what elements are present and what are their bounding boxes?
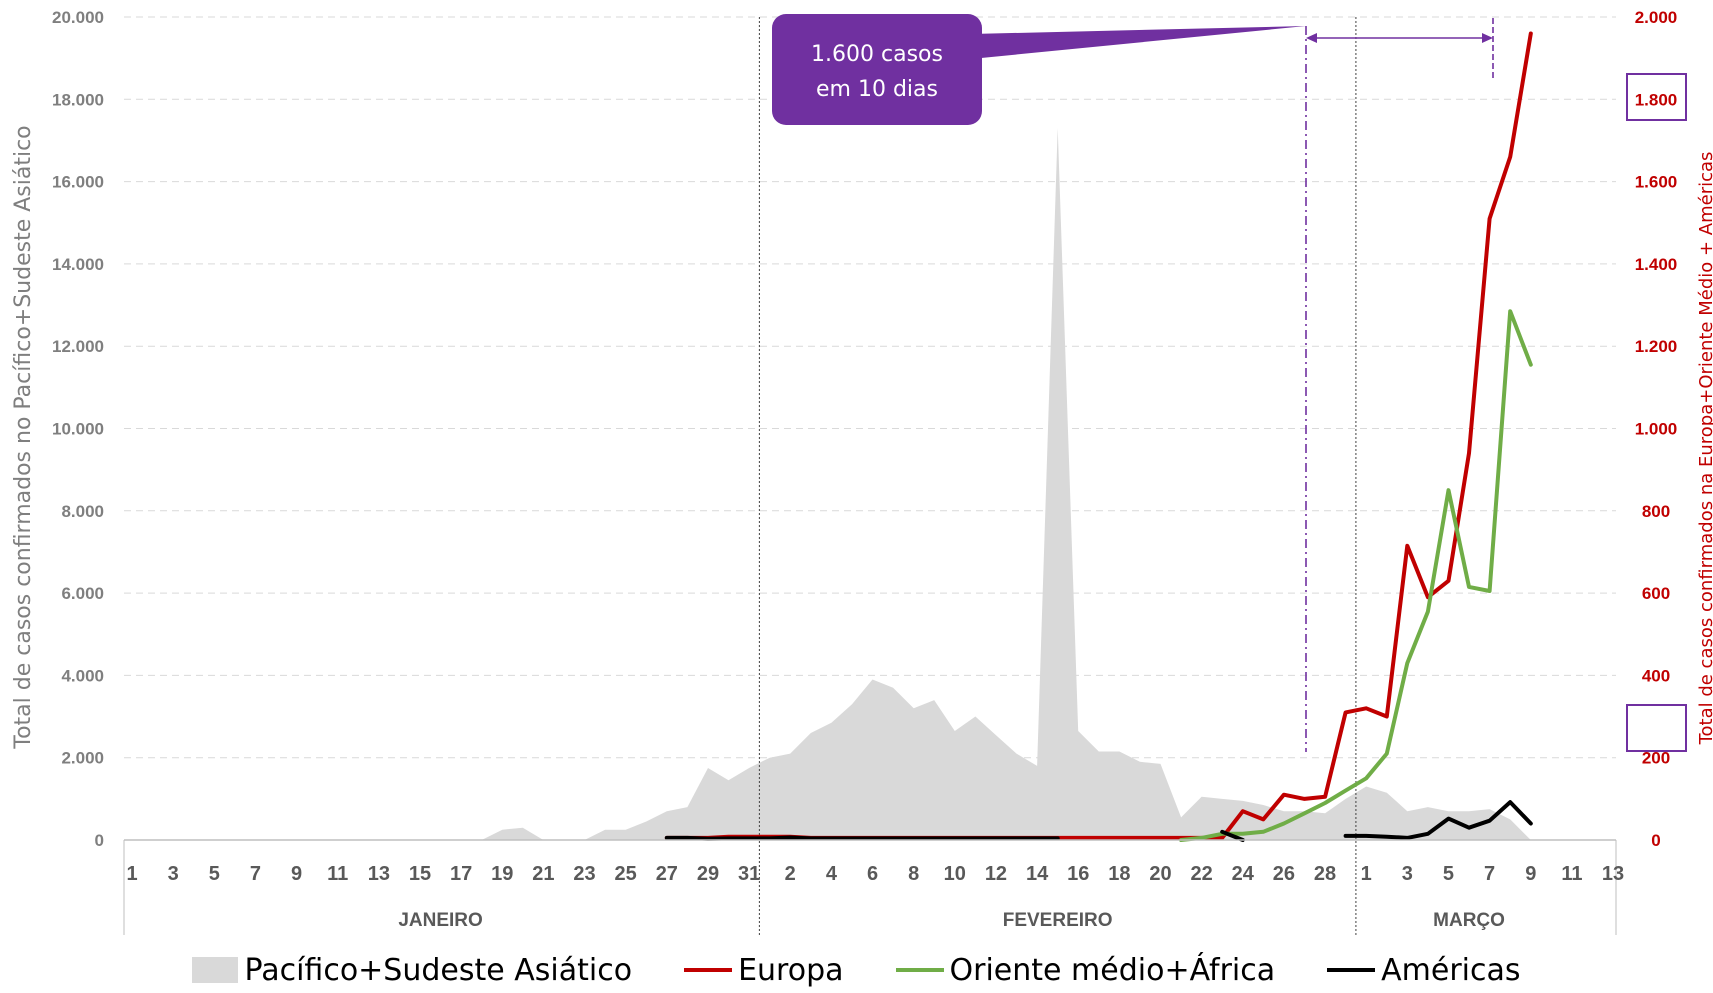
y-axis-right-title: Total de casos confirmados na Europa+Ori… xyxy=(1696,152,1713,746)
y-right-tick-label: 400 xyxy=(1642,666,1670,685)
x-tick-label: 20 xyxy=(1149,863,1171,885)
legend-label: Américas xyxy=(1381,952,1521,988)
x-tick-label: 27 xyxy=(656,863,678,885)
y-right-tick-label: 200 xyxy=(1642,749,1670,768)
x-tick-label: 14 xyxy=(1026,863,1049,885)
series-line-americas xyxy=(664,800,1533,842)
x-tick-label: 7 xyxy=(250,863,261,885)
x-axis: 1 3 5 7 9 11 13 15 17 19 21 23 25 27 29 31 2 4 6 8 10 12 14 16 1… xyxy=(123,839,1624,935)
legend-swatch-line xyxy=(1327,968,1376,972)
chart-canvas: 02.0004.0006.0008.00010.00012.00014.0001… xyxy=(11,8,1713,935)
x-tick-label: 21 xyxy=(532,863,554,885)
y-right-tick-label: 1.800 xyxy=(1635,90,1678,109)
y-axis-left-title: Total de casos confirmados no Pacífico+S… xyxy=(11,125,36,749)
callout-pointer xyxy=(930,26,1306,63)
month-separators xyxy=(758,17,1357,935)
x-tick-label: 28 xyxy=(1314,863,1336,885)
y-right-tick-label: 1.000 xyxy=(1635,420,1678,439)
series-area-pacifico xyxy=(481,128,1531,841)
y-axis-left-ticks: 0 2.000 4.000 6.000 8.000 10.000 12.000 14.000 1… xyxy=(52,8,104,850)
x-tick-label: 7 xyxy=(1484,863,1495,885)
y-right-tick-label: 0 xyxy=(1651,831,1660,850)
y-left-tick-label: 20.000 xyxy=(52,8,104,27)
x-tick-label: 4 xyxy=(826,863,838,885)
legend-item-europa: Europa xyxy=(684,952,844,988)
y-left-tick-label: 6.000 xyxy=(61,584,104,603)
y-right-tick-label: 600 xyxy=(1642,584,1670,603)
x-tick-label: 2 xyxy=(785,863,796,885)
x-tick-label: 25 xyxy=(615,863,637,885)
x-tick-label: 10 xyxy=(944,863,966,885)
area-series xyxy=(481,128,1531,841)
x-tick-label: 26 xyxy=(1273,863,1295,885)
x-tick-label: 17 xyxy=(450,863,472,885)
y-left-tick-label: 16.000 xyxy=(52,173,104,192)
callout-text-line1: 1.600 casos xyxy=(811,42,943,67)
y-left-tick-label: 2.000 xyxy=(61,749,104,768)
legend: Pacífico+Sudeste Asiático Europa Oriente… xyxy=(0,950,1713,990)
x-tick-label: 12 xyxy=(985,863,1007,885)
x-tick-label: 5 xyxy=(1443,863,1454,885)
x-tick-label: 3 xyxy=(1402,863,1413,885)
callout-arrowhead-left xyxy=(1306,33,1317,43)
highlight-boxes xyxy=(1626,73,1687,752)
y-left-tick-label: 8.000 xyxy=(61,502,104,521)
x-tick-label: 9 xyxy=(291,863,302,885)
x-tick-label: 22 xyxy=(1191,863,1213,885)
legend-swatch-line xyxy=(895,968,944,972)
x-tick-label: 1 xyxy=(126,863,137,885)
callout-annotation: 1.600 casos em 10 dias xyxy=(772,14,1494,752)
x-tick-label: 9 xyxy=(1525,863,1536,885)
x-tick-label: 23 xyxy=(573,863,595,885)
callout-box xyxy=(772,14,982,125)
x-month-label: JANEIRO xyxy=(398,910,482,931)
legend-label: Oriente médio+África xyxy=(949,952,1276,988)
x-tick-label: 13 xyxy=(368,863,390,885)
y-left-tick-label: 10.000 xyxy=(52,420,104,439)
x-tick-label: 24 xyxy=(1232,863,1255,885)
x-tick-label: 13 xyxy=(1602,863,1624,885)
x-tick-label: 3 xyxy=(168,863,179,885)
series-line-europa xyxy=(664,31,1533,840)
y-left-tick-label: 18.000 xyxy=(52,90,104,109)
y-left-tick-label: 0 xyxy=(95,831,104,850)
x-tick-label: 8 xyxy=(908,863,919,885)
highlight-box-1800 xyxy=(1626,73,1687,121)
x-tick-label: 29 xyxy=(697,863,719,885)
y-right-tick-label: 1.600 xyxy=(1635,173,1678,192)
y-right-tick-label: 1.200 xyxy=(1635,337,1678,356)
y-left-tick-label: 12.000 xyxy=(52,337,104,356)
x-tick-label: 1 xyxy=(1361,863,1372,885)
highlight-box-200 xyxy=(1626,704,1687,752)
y-axis-right-ticks: 0 200 400 600 800 1.000 1.200 1.400 1.600 1.800 2.… xyxy=(1635,8,1678,850)
y-right-tick-label: 800 xyxy=(1642,502,1670,521)
series-line-oriente-medio xyxy=(1179,309,1533,842)
callout-text-line2: em 10 dias xyxy=(816,77,938,102)
x-tick-label: 6 xyxy=(867,863,878,885)
x-tick-label: 16 xyxy=(1067,863,1089,885)
legend-item-oriente-medio: Oriente médio+África xyxy=(895,952,1276,988)
y-right-tick-label: 2.000 xyxy=(1635,8,1678,27)
x-tick-label: 31 xyxy=(738,863,760,885)
y-left-tick-label: 14.000 xyxy=(52,255,104,274)
x-tick-label: 18 xyxy=(1108,863,1130,885)
y-left-tick-label: 4.000 xyxy=(61,666,104,685)
legend-label: Pacífico+Sudeste Asiático xyxy=(244,952,633,988)
legend-item-pacifico: Pacífico+Sudeste Asiático xyxy=(192,953,632,988)
x-tick-label: 15 xyxy=(409,863,431,885)
line-series xyxy=(664,31,1533,842)
legend-swatch-area xyxy=(192,957,239,983)
y-right-tick-label: 1.400 xyxy=(1635,255,1678,274)
x-tick-label: 11 xyxy=(1561,863,1582,885)
x-tick-label: 19 xyxy=(491,863,513,885)
legend-item-americas: Américas xyxy=(1327,952,1521,988)
x-month-label: FEVEREIRO xyxy=(1003,910,1113,931)
gridlines xyxy=(124,16,1616,759)
legend-swatch-line xyxy=(684,968,733,972)
x-month-label: MARÇO xyxy=(1433,910,1505,931)
legend-label: Europa xyxy=(738,952,844,988)
x-tick-label: 5 xyxy=(209,863,220,885)
callout-arrowhead-right xyxy=(1482,33,1493,43)
x-tick-label: 11 xyxy=(327,863,348,885)
